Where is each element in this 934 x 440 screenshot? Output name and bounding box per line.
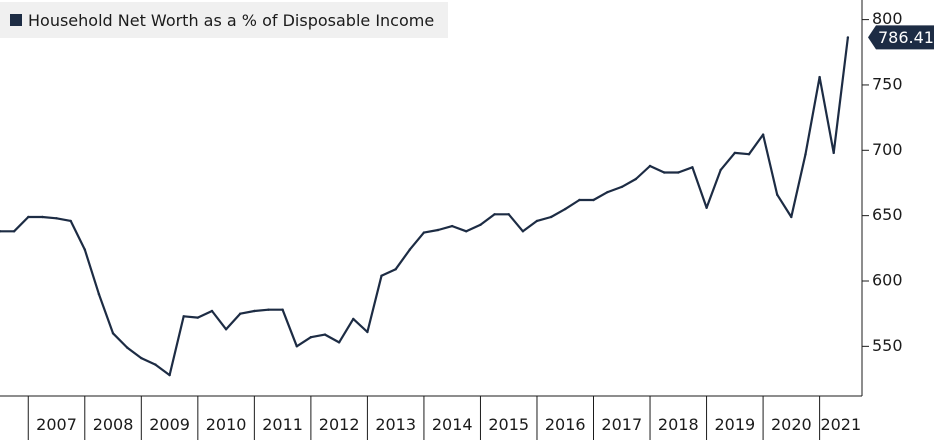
- y-tick-label: 600: [872, 270, 903, 289]
- data-point: [549, 215, 553, 219]
- data-point: [677, 171, 680, 174]
- data-point: [705, 206, 708, 209]
- x-tick-label: 2011: [262, 415, 303, 434]
- data-point: [493, 213, 496, 216]
- data-point: [337, 341, 341, 344]
- x-tick-label: 2021: [820, 415, 861, 434]
- data-point: [451, 224, 454, 228]
- data-point: [790, 215, 793, 219]
- y-axis: 550 600 650 700 750 800: [861, 0, 903, 396]
- y-tick-label: 750: [872, 74, 903, 93]
- x-tick-label: 2008: [93, 415, 134, 434]
- data-point: [323, 333, 327, 336]
- data-point: [776, 193, 779, 196]
- data-point: [309, 336, 313, 339]
- data-points: [0, 36, 850, 377]
- legend-label: Household Net Worth as a % of Disposable…: [28, 10, 435, 30]
- data-point: [267, 308, 270, 311]
- last-value-label: 786.41: [878, 28, 934, 47]
- data-point: [380, 274, 383, 277]
- data-point: [620, 185, 623, 189]
- last-value-callout: 786.41: [868, 25, 934, 50]
- data-point: [465, 230, 468, 233]
- legend: Household Net Worth as a % of Disposable…: [0, 2, 448, 38]
- x-tick-label: 2012: [319, 415, 360, 434]
- data-point: [210, 309, 214, 313]
- x-tick-label: 2013: [375, 415, 416, 434]
- data-point: [41, 215, 44, 219]
- x-tick-label: 2019: [714, 415, 755, 434]
- data-point: [436, 228, 440, 232]
- data-point: [761, 133, 765, 136]
- data-point: [634, 177, 638, 181]
- data-point: [521, 230, 525, 233]
- data-point: [295, 345, 298, 348]
- data-point: [27, 215, 30, 219]
- data-point: [126, 346, 129, 349]
- y-tick-label: 700: [872, 140, 903, 159]
- data-point: [648, 164, 652, 168]
- data-point: [394, 268, 397, 271]
- data-point: [408, 248, 411, 251]
- data-point: [83, 248, 87, 251]
- y-tick-label: 550: [872, 336, 903, 355]
- data-point: [507, 213, 510, 216]
- data-point: [846, 36, 850, 39]
- y-tick-label: 800: [872, 9, 903, 28]
- data-point: [55, 217, 58, 220]
- data-point: [154, 363, 157, 366]
- data-point: [733, 151, 736, 155]
- data-point: [224, 328, 228, 331]
- x-tick-label: 2010: [206, 415, 247, 434]
- data-point: [12, 230, 16, 233]
- data-point: [564, 207, 567, 211]
- data-point: [281, 308, 284, 311]
- data-point: [352, 317, 355, 321]
- data-point: [691, 166, 694, 169]
- data-point: [804, 153, 807, 156]
- data-point: [111, 332, 115, 335]
- x-tick-label: 2017: [601, 415, 642, 434]
- x-tick-label: 2009: [149, 415, 190, 434]
- data-point: [239, 312, 242, 315]
- x-tick-label: 2018: [658, 415, 699, 434]
- data-point: [69, 219, 72, 223]
- x-tick-label: 2016: [545, 415, 586, 434]
- x-tick-label: 2014: [432, 415, 473, 434]
- data-point: [196, 316, 199, 319]
- data-point: [663, 171, 666, 174]
- data-point: [606, 190, 609, 194]
- series-line: [0, 37, 849, 377]
- data-point: [479, 223, 482, 226]
- data-point: [578, 198, 581, 202]
- x-tick-label: 2015: [488, 415, 529, 434]
- legend-swatch: [10, 14, 22, 26]
- data-point: [140, 356, 143, 360]
- x-tick-label: 2020: [771, 415, 812, 434]
- data-point: [97, 292, 101, 296]
- data-point: [366, 330, 369, 334]
- data-point: [253, 309, 256, 313]
- x-axis: 2007 2008 2009 2010 2011 2012 2013 2014 2015 2016…: [0, 395, 862, 440]
- data-point: [0, 230, 2, 233]
- data-point: [535, 219, 539, 223]
- data-point: [719, 168, 722, 172]
- data-point: [747, 153, 751, 156]
- data-point: [818, 75, 821, 79]
- x-tick-label: 2007: [36, 415, 77, 434]
- last-value-callout-shape: [868, 25, 934, 50]
- data-point: [422, 231, 426, 234]
- data-point: [832, 151, 835, 155]
- data-point: [168, 373, 171, 377]
- data-point: [592, 198, 595, 202]
- data-point: [182, 315, 185, 318]
- y-tick-label: 650: [872, 205, 903, 224]
